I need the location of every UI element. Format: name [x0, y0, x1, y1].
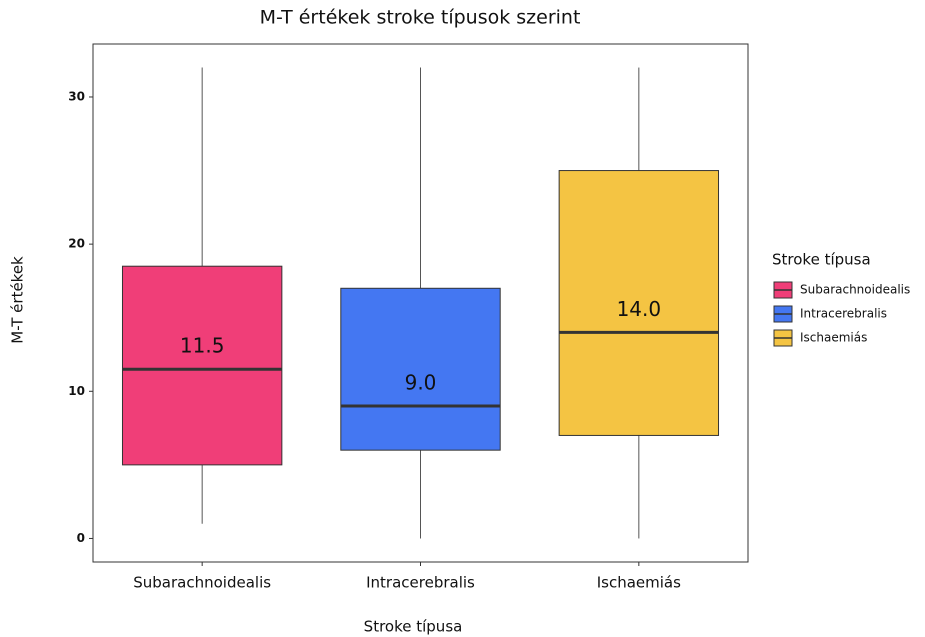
median-label: 14.0: [617, 297, 662, 321]
x-tick-label: Subarachnoidealis: [133, 574, 271, 592]
y-axis-label: M-T értékek: [9, 256, 27, 344]
y-tick-label: 10: [68, 384, 85, 398]
x-tick-label: Intracerebralis: [366, 574, 475, 592]
legend-title: Stroke típusa: [772, 251, 871, 269]
y-tick-label: 20: [68, 237, 85, 251]
box: [340, 287, 501, 451]
x-axis-label: Stroke típusa: [364, 618, 463, 636]
median-label: 9.0: [405, 371, 437, 395]
chart-title: M-T értékek stroke típusok szerint: [260, 7, 581, 29]
legend-label: Ischaemiás: [800, 331, 867, 345]
y-tick-label: 30: [68, 89, 85, 103]
y-tick-label: 0: [77, 531, 85, 545]
box: [558, 170, 720, 436]
x-tick-label: Ischaemiás: [597, 574, 681, 592]
legend-label: Subarachnoidealis: [800, 283, 910, 297]
legend-label: Intracerebralis: [800, 307, 887, 321]
median-label: 11.5: [180, 334, 225, 358]
box: [121, 265, 283, 466]
